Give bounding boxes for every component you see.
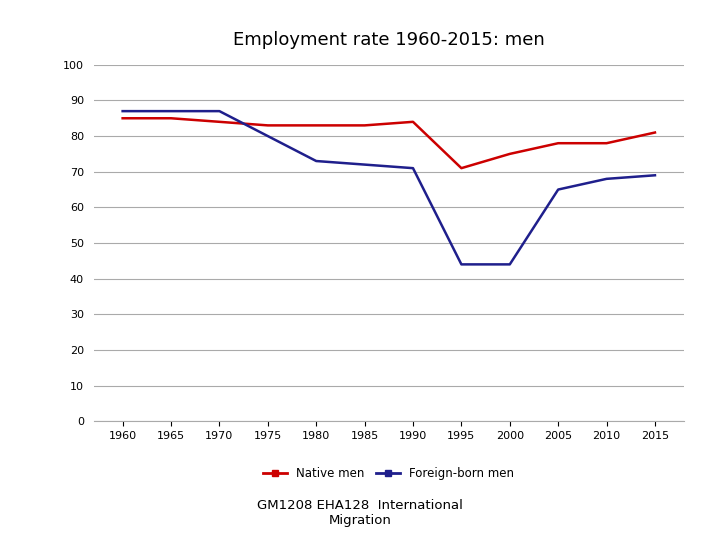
Native men	[651, 129, 660, 136]
Foreign-born men	[505, 261, 514, 268]
Foreign-born men	[554, 186, 562, 193]
Foreign-born men	[457, 261, 466, 268]
Foreign-born men	[602, 176, 611, 182]
Native men	[409, 119, 418, 125]
Foreign-born men	[264, 133, 272, 139]
Title: Employment rate 1960-2015: men: Employment rate 1960-2015: men	[233, 31, 544, 49]
Native men	[457, 165, 466, 171]
Native men	[264, 122, 272, 129]
Native men	[554, 140, 562, 146]
Foreign-born men	[360, 161, 369, 168]
Native men	[167, 115, 176, 122]
Native men	[505, 151, 514, 157]
Native men	[118, 115, 127, 122]
Native men	[360, 122, 369, 129]
Line: Native men: Native men	[122, 118, 655, 168]
Foreign-born men	[651, 172, 660, 179]
Foreign-born men	[312, 158, 320, 164]
Text: GM1208 EHA128  International
Migration: GM1208 EHA128 International Migration	[257, 499, 463, 527]
Native men	[215, 119, 224, 125]
Legend: Native men, Foreign-born men: Native men, Foreign-born men	[258, 463, 519, 485]
Foreign-born men	[118, 108, 127, 114]
Native men	[312, 122, 320, 129]
Foreign-born men	[409, 165, 418, 171]
Line: Foreign-born men: Foreign-born men	[122, 111, 655, 265]
Foreign-born men	[215, 108, 224, 114]
Foreign-born men	[167, 108, 176, 114]
Native men	[602, 140, 611, 146]
